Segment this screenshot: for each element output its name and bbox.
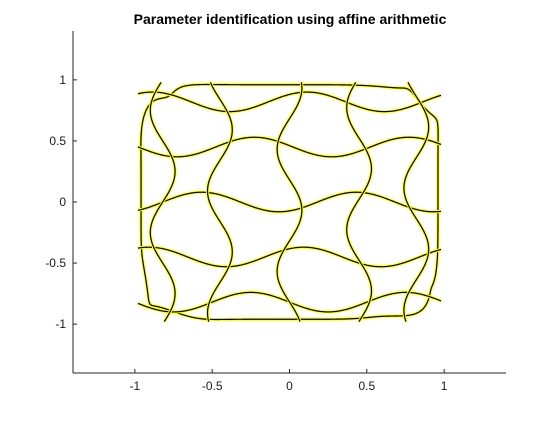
trajectory-line: [137, 91, 442, 113]
enclosure-band: [137, 245, 442, 269]
y-tick-label: -0.5: [45, 256, 66, 270]
y-tick-label: 0.5: [49, 134, 66, 148]
x-tick-label: 0: [286, 379, 293, 393]
x-tick-label: -0.5: [202, 379, 223, 393]
trajectory-line: [149, 81, 176, 323]
trajectory-line: [276, 82, 303, 322]
trajectory-line: [346, 81, 373, 323]
enclosure-band: [137, 135, 442, 159]
axes: -1 -0.5 0 0.5 1 -1 -0.5 0 0.5 1: [45, 31, 506, 393]
chart-title: Parameter identification using affine ar…: [134, 11, 447, 27]
enclosure-band: [345, 81, 374, 323]
enclosure-band: [402, 81, 431, 323]
trajectory-line: [137, 191, 442, 213]
x-tick-label: 1: [441, 379, 448, 393]
trajectory-line: [403, 82, 430, 322]
trajectory-line: [137, 246, 442, 268]
trajectory-line: [137, 136, 442, 158]
x-tick-label: -1: [130, 379, 141, 393]
y-tick-label: 1: [59, 73, 66, 87]
x-tick-label: 0.5: [358, 379, 375, 393]
y-tick-label: -1: [55, 317, 66, 331]
enclosure-band: [205, 81, 234, 323]
trajectory-line: [206, 82, 233, 322]
plot-area: [137, 81, 442, 323]
y-tick-label: 0: [59, 195, 66, 209]
